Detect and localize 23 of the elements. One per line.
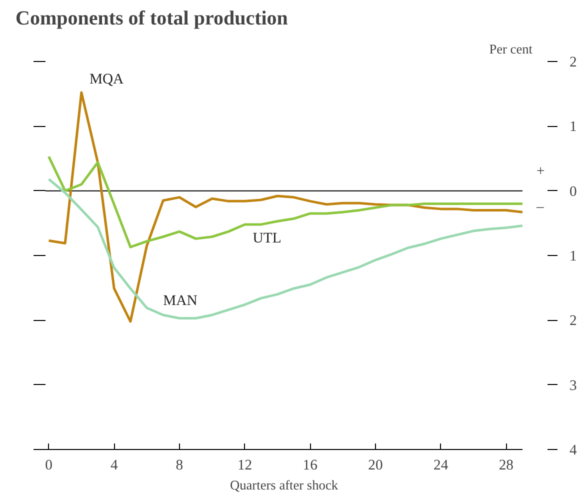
series-label: MQA (89, 72, 124, 88)
x-tick-label: 8 (176, 458, 184, 474)
y-tick-label: 3 (570, 378, 577, 394)
series-label: MAN (163, 292, 198, 309)
y-tick-label: 2 (570, 54, 577, 70)
x-tick-label: 24 (433, 458, 449, 474)
text: + (536, 163, 545, 180)
x-tick-label: 12 (237, 458, 252, 474)
y-tick-label: 2 (570, 313, 577, 330)
x-tick-label: 20 (368, 458, 383, 474)
text: – (536, 199, 544, 215)
x-tick-label: 16 (302, 458, 318, 474)
y-axis-title: Per cent (489, 42, 533, 56)
series-label: UTL (252, 230, 282, 246)
x-tick-label: 0 (45, 458, 52, 474)
chart-title: Components of total production (16, 8, 288, 30)
y-tick-label: 1 (570, 119, 577, 136)
x-tick-label: 28 (498, 458, 514, 474)
y-tick-label: 0 (570, 184, 577, 200)
x-axis-title: Quarters after shock (230, 478, 338, 492)
x-tick-label: 4 (110, 458, 118, 474)
y-tick-label: 4 (570, 442, 578, 458)
y-tick-label: 1 (570, 248, 577, 264)
